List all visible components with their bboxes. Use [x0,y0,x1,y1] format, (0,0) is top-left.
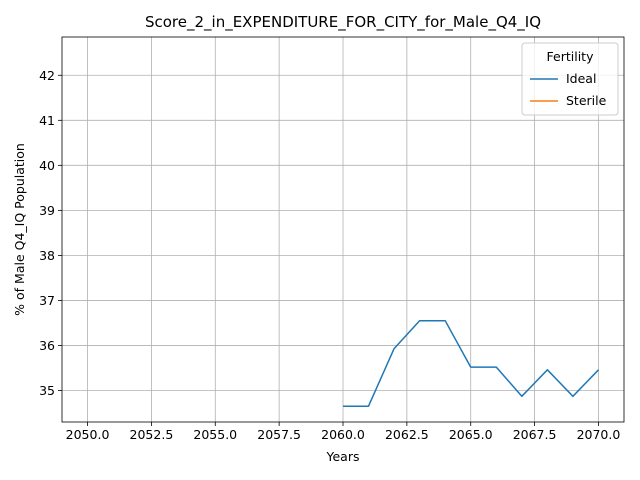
chart-title: Score_2_in_EXPENDITURE_FOR_CITY_for_Male… [145,13,541,32]
series-line-ideal [343,319,600,407]
x-tick-label: 2070.0 [577,427,621,442]
y-tick-label: 37 [39,293,55,308]
x-tick-label: 2057.5 [257,427,301,442]
x-tick-label: 2060.0 [321,427,365,442]
x-axis-label: Years [326,449,360,464]
x-tick-label: 2062.5 [385,427,429,442]
x-tick-label: 2052.5 [130,427,174,442]
y-axis-label: % of Male Q4_IQ Population [12,143,27,316]
x-axis-ticks: 2050.0 2052.5 2055.0 2057.5 2060.0 2062.5 2065… [66,422,621,442]
x-tick-label: 2067.5 [513,427,557,442]
y-tick-label: 42 [39,68,55,83]
x-tick-label: 2065.0 [449,427,493,442]
y-tick-label: 35 [39,383,55,398]
y-tick-label: 41 [39,113,55,128]
legend-box [521,42,619,116]
legend-entries: Ideal Sterile [530,71,607,108]
y-tick-label: 38 [39,248,55,263]
y-tick-label: 40 [39,158,55,173]
legend-title: Fertility [547,49,595,64]
y-axis-ticks: 35 36 37 38 39 40 41 42 [39,68,62,398]
legend: Fertility Ideal Sterile [521,42,619,116]
y-tick-label: 39 [39,203,55,218]
legend-label-sterile: Sterile [566,93,607,108]
y-tick-label: 36 [39,338,55,353]
legend-label-ideal: Ideal [566,71,596,86]
x-tick-label: 2050.0 [66,427,110,442]
series-lines [343,319,600,407]
x-tick-label: 2055.0 [193,427,237,442]
